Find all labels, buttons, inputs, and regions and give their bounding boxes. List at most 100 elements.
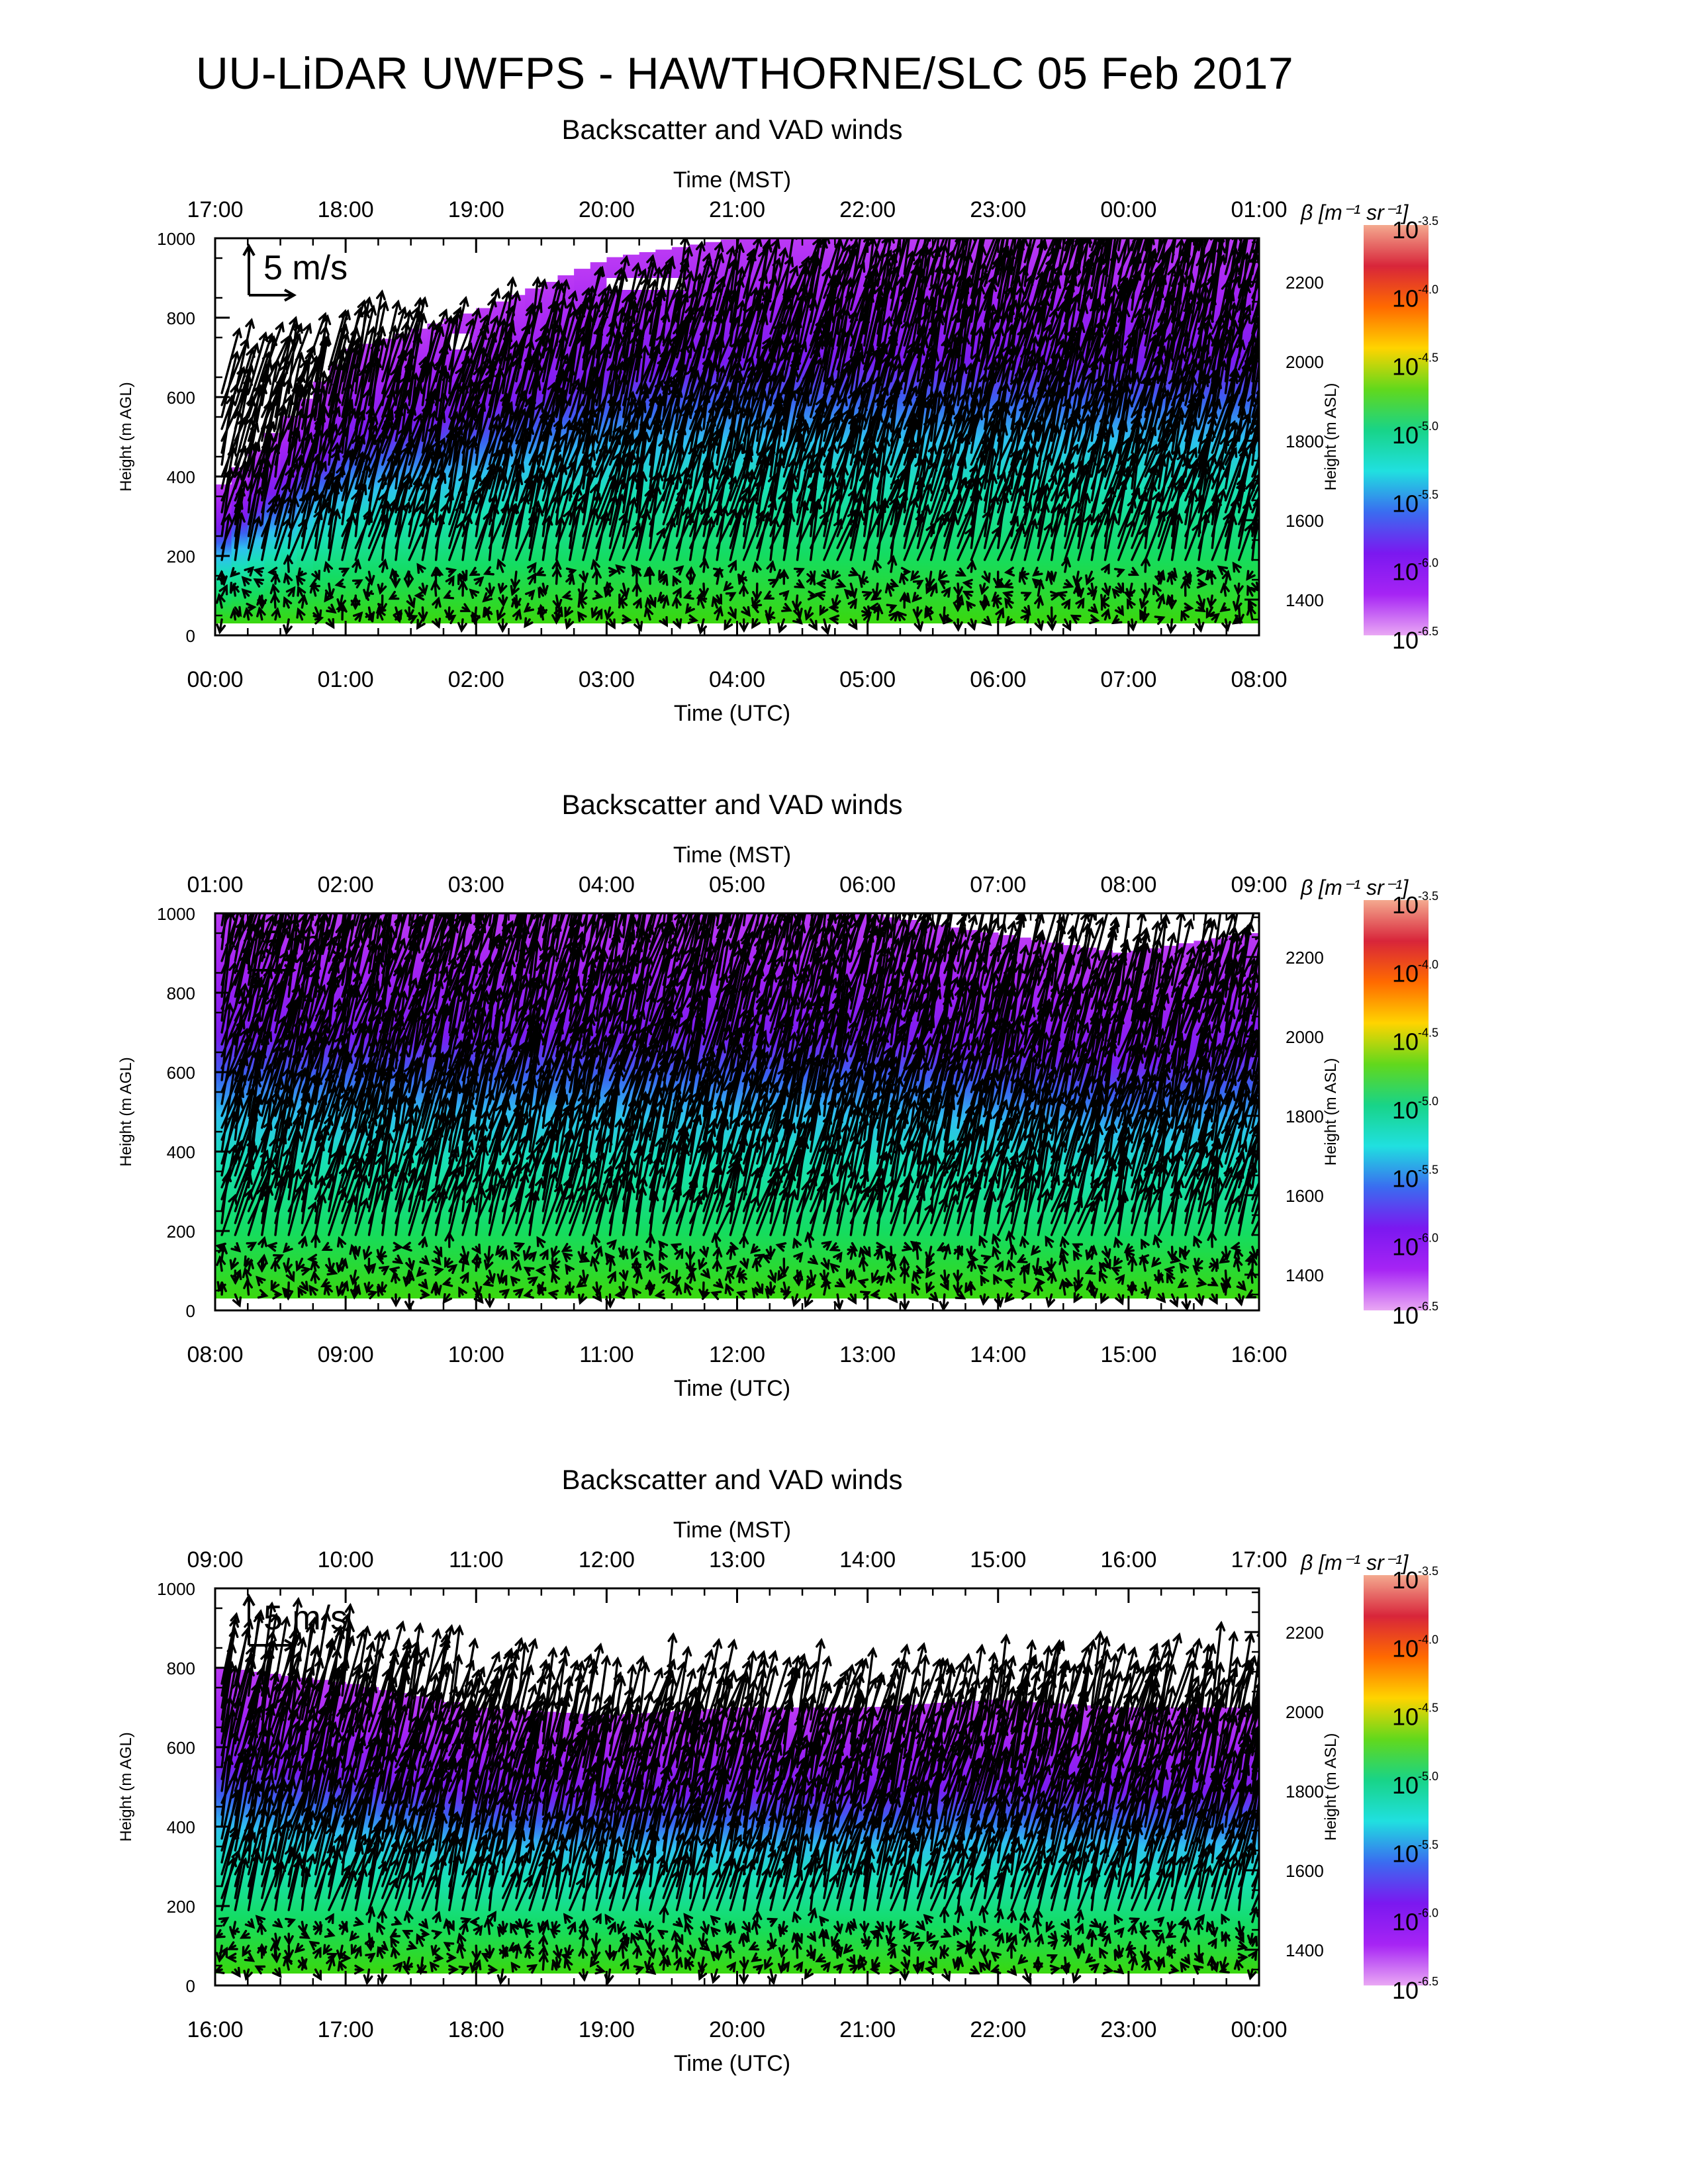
wind-arrow — [408, 477, 420, 537]
wind-arrow — [220, 913, 228, 950]
wind-arrow-head — [230, 350, 240, 362]
wind-arrow-head — [1114, 605, 1124, 617]
wind-arrow — [421, 502, 437, 549]
wind-arrow-head — [1163, 449, 1173, 461]
wind-arrow-head — [673, 586, 682, 598]
wind-arrow-head — [868, 500, 878, 512]
wind-arrow — [1010, 348, 1036, 406]
wind-arrow — [1157, 238, 1176, 287]
colorbar-label: β [m⁻¹ sr⁻¹] — [1300, 201, 1409, 224]
wind-arrow-head — [1266, 395, 1274, 403]
wind-arrow — [220, 962, 236, 1034]
wind-arrow — [354, 326, 375, 406]
wind-arrow — [448, 296, 467, 371]
wind-arrow — [1170, 331, 1188, 394]
wind-arrow-head — [934, 203, 941, 211]
wind-arrow — [890, 342, 915, 394]
wind-arrow — [1037, 422, 1055, 490]
wind-arrow — [328, 324, 347, 394]
wind-arrow — [1037, 502, 1048, 549]
wind-arrow-head — [1072, 575, 1082, 587]
wind-arrow-head — [376, 289, 386, 300]
colorbar-tick-exponent: -4.5 — [1418, 351, 1438, 365]
wind-arrow-head — [1142, 162, 1149, 169]
wind-arrow — [997, 449, 1022, 502]
wind-arrow-head — [1128, 567, 1140, 576]
wind-arrow — [461, 472, 481, 525]
wind-arrow-head — [1069, 443, 1079, 455]
wind-arrow — [1144, 418, 1172, 478]
wind-arrow — [903, 512, 924, 561]
wind-arrow — [742, 448, 766, 502]
wind-arrow — [970, 262, 986, 347]
wind-arrow-head — [765, 610, 775, 621]
wind-arrow-head — [496, 610, 506, 621]
wind-arrow — [1170, 447, 1197, 502]
wind-arrow-head — [713, 594, 723, 605]
wind-arrow — [809, 340, 833, 418]
wind-arrow — [1064, 238, 1074, 263]
wind-arrow-head — [1061, 598, 1071, 610]
wind-arrow-head — [457, 574, 467, 586]
wind-arrow — [675, 442, 702, 502]
wind-arrow — [1037, 523, 1053, 561]
wind-arrow — [595, 285, 611, 359]
wind-arrow — [341, 327, 358, 394]
wind-arrow-head — [564, 618, 575, 630]
wind-arrow-head — [912, 592, 922, 603]
wind-arrow-head — [229, 581, 239, 593]
wind-arrow — [314, 475, 340, 525]
wind-arrow — [287, 913, 293, 938]
wind-arrow — [756, 258, 780, 335]
wind-arrow — [220, 338, 249, 406]
wind-arrow — [395, 349, 413, 418]
wind-arrow-head — [908, 208, 915, 216]
wind-arrow-head — [472, 487, 482, 499]
wind-arrow — [501, 408, 526, 466]
wind-arrow-head — [1205, 569, 1215, 581]
panel-2: Backscatter and VAD winds Time (MST) Tim… — [0, 781, 1688, 1443]
bottom-x-axis-title: Time (UTC) — [673, 1376, 791, 1401]
wind-arrow-head — [751, 597, 761, 608]
wind-arrow — [1184, 342, 1201, 406]
wind-arrow-head — [896, 610, 907, 621]
wind-arrow-head — [739, 622, 749, 633]
wind-arrow — [247, 332, 267, 394]
wind-arrow — [354, 465, 370, 525]
wind-arrow — [675, 238, 687, 311]
wind-arrow-head — [1246, 570, 1256, 581]
wind-arrow — [849, 350, 878, 406]
wind-arrow-head — [841, 244, 852, 255]
wind-arrow — [957, 399, 978, 478]
wind-arrow-head — [737, 573, 747, 585]
wind-arrow — [756, 322, 786, 383]
wind-arrow-head — [539, 584, 549, 596]
wind-arrow-head — [473, 576, 485, 587]
wind-arrow — [1010, 238, 1021, 263]
wind-arrow — [1170, 351, 1184, 418]
wind-arrow — [608, 451, 631, 514]
wind-arrow — [903, 238, 910, 275]
wind-arrow — [1050, 268, 1074, 323]
wind-arrow — [528, 383, 555, 454]
wind-arrow — [836, 277, 852, 347]
wind-arrow-head — [1149, 226, 1156, 234]
wind-arrow — [582, 367, 596, 442]
wind-arrow-head — [962, 578, 973, 589]
wind-arrow — [234, 1094, 261, 1165]
wind-arrow — [1184, 238, 1203, 275]
wind-arrow — [421, 326, 443, 394]
wind-arrow — [983, 238, 996, 263]
wind-arrow — [957, 527, 974, 561]
wind-arrow-head — [1127, 598, 1136, 610]
wind-arrow-head — [1233, 584, 1244, 596]
wind-arrow — [876, 336, 896, 406]
wind-arrow — [301, 1202, 316, 1236]
wind-arrow — [247, 913, 267, 950]
wind-arrow — [501, 277, 514, 359]
wind-arrow — [809, 421, 825, 502]
wind-arrow — [649, 291, 663, 359]
wind-arrow — [448, 520, 465, 561]
wind-arrow — [1131, 321, 1143, 394]
wind-arrow-head — [232, 606, 242, 617]
